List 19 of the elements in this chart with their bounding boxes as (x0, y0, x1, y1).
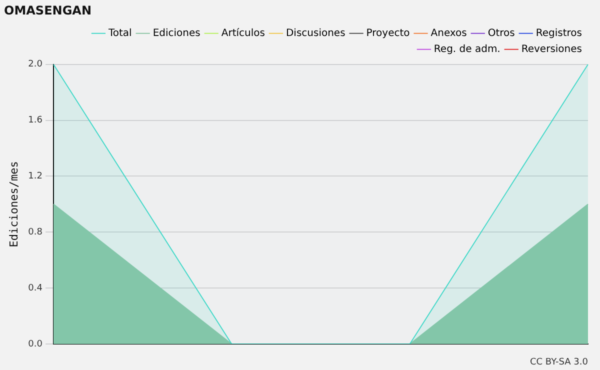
legend-label: Proyecto (366, 28, 410, 39)
y-tick-label: 0.0 (28, 339, 43, 350)
legend-label: Otros (488, 28, 515, 39)
legend-label: Ediciones (152, 28, 200, 39)
legend-label: Discusiones (286, 28, 346, 39)
legend-label: Anexos (430, 28, 467, 39)
legend-label: Artículos (221, 28, 265, 39)
legend-label: Reg. de adm. (434, 44, 500, 55)
y-tick-label: 1.2 (28, 172, 43, 182)
y-tick-label: 2.0 (28, 60, 43, 70)
y-tick-label: 0.8 (28, 228, 43, 238)
y-axis-title: Ediciones/mes (7, 161, 20, 248)
legend-label: Registros (536, 28, 582, 39)
legend-label: Total (107, 28, 132, 39)
chart-title: OMASENGAN (4, 3, 92, 18)
y-tick-label: 0.4 (28, 283, 43, 294)
y-tick-label: 1.6 (28, 116, 43, 126)
text: CC BY-SA 3.0 (530, 357, 588, 368)
legend-label: Reversiones (521, 44, 582, 55)
